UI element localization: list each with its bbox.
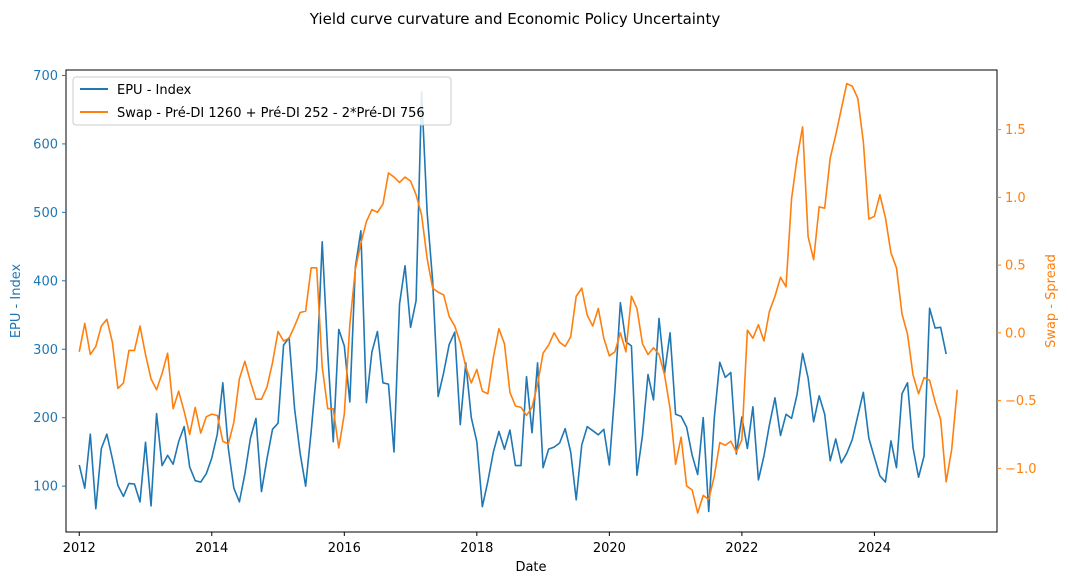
- left-tick-label: 500: [33, 206, 58, 221]
- right-tick-label: 0.5: [1005, 259, 1026, 274]
- left-axis-label: EPU - Index: [9, 264, 24, 339]
- x-tick-label: 2020: [593, 541, 626, 556]
- legend-label-swap: Swap - Pré-DI 1260 + Pré-DI 252 - 2*Pré-…: [117, 106, 425, 121]
- x-tick-label: 2014: [195, 541, 228, 556]
- left-tick-label: 300: [33, 343, 58, 358]
- swap-spread-line: [78, 82, 959, 514]
- plot-frame: [65, 69, 998, 533]
- left-tick-label: 100: [33, 480, 58, 495]
- left-axis-ticks: 100 200 300 400 500 600 700: [33, 69, 66, 495]
- legend-box: [72, 76, 452, 126]
- x-tick-label: 2016: [328, 541, 361, 556]
- x-tick-label: 2018: [460, 541, 493, 556]
- right-tick-label: 1.0: [1005, 191, 1026, 206]
- right-axis-label: Swap - Spread: [1044, 254, 1059, 348]
- right-tick-label: −1.0: [1005, 462, 1037, 477]
- left-tick-label: 700: [33, 69, 58, 84]
- plot-area: [65, 69, 998, 533]
- left-tick-label: 200: [33, 411, 58, 426]
- right-tick-label: 0.0: [1005, 326, 1026, 341]
- right-axis-ticks: −1.0 −0.5 0.0 0.5 1.0 1.5: [997, 123, 1037, 477]
- epu-index-line: [78, 91, 947, 513]
- left-tick-label: 400: [33, 274, 58, 289]
- x-axis-label: Date: [515, 560, 546, 575]
- left-tick-label: 600: [33, 137, 58, 152]
- chart-title: Yield curve curvature and Economic Polic…: [309, 10, 721, 28]
- right-tick-label: 1.5: [1005, 123, 1026, 138]
- x-tick-label: 2012: [63, 541, 96, 556]
- x-axis-ticks: 2012 2014 2016 2018 2020 2022 2024: [63, 532, 891, 556]
- x-tick-label: 2022: [725, 541, 758, 556]
- x-tick-label: 2024: [858, 541, 891, 556]
- right-tick-label: −0.5: [1005, 394, 1037, 409]
- legend-label-epu: EPU - Index: [117, 83, 192, 98]
- legend: EPU - Index Swap - Pré-DI 1260 + Pré-DI …: [72, 76, 452, 126]
